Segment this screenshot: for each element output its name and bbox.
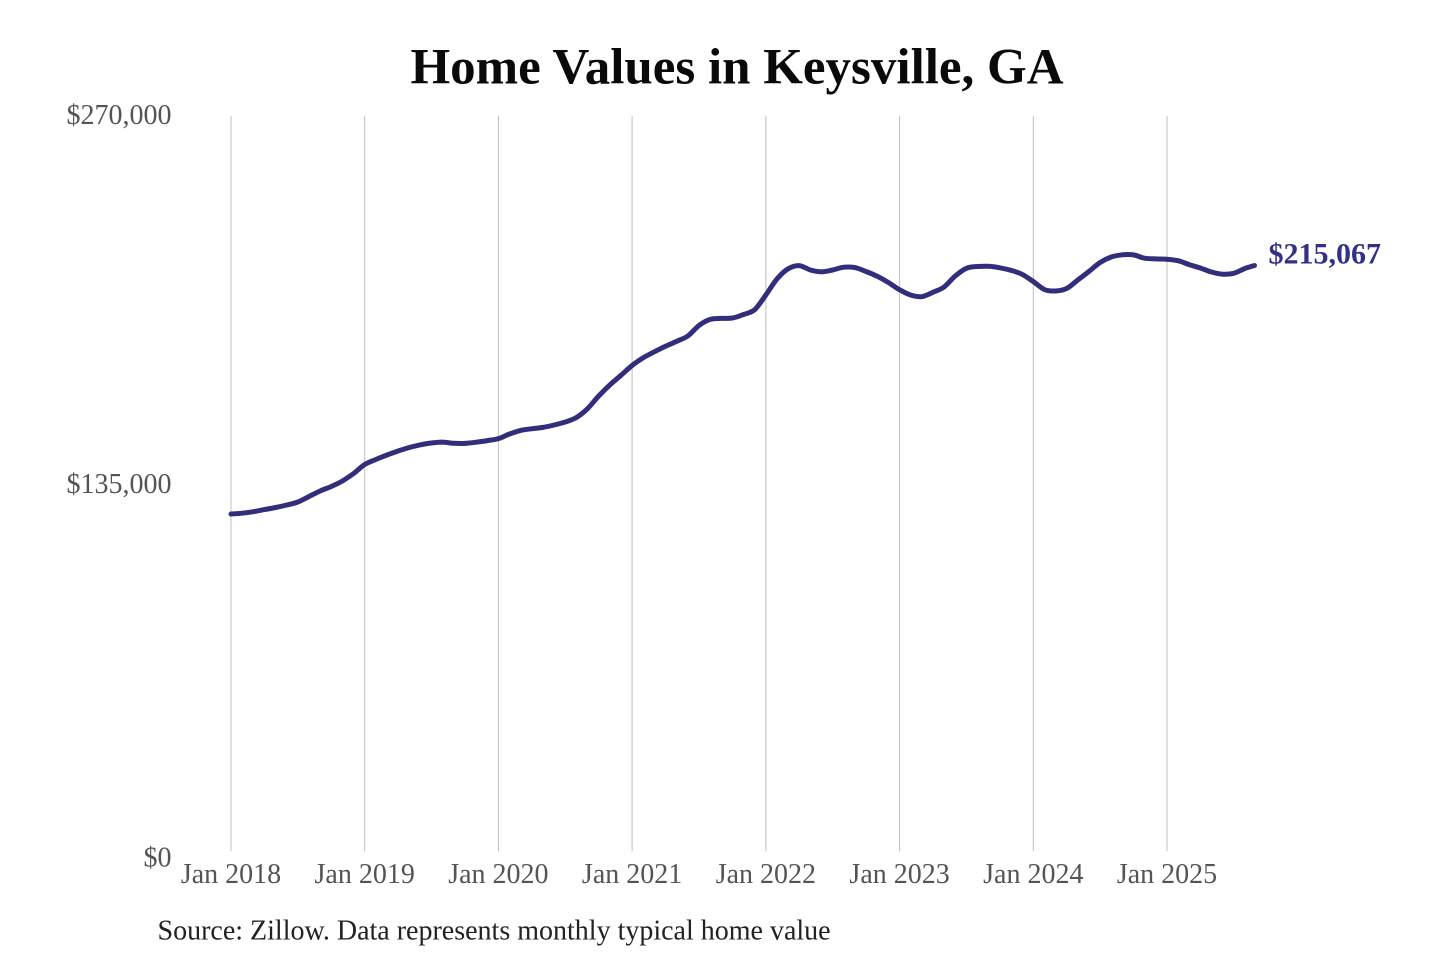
svg-text:$0: $0 xyxy=(144,843,172,874)
svg-text:Jan 2022: Jan 2022 xyxy=(716,859,816,890)
svg-text:Jan 2019: Jan 2019 xyxy=(315,859,415,890)
svg-text:Jan 2018: Jan 2018 xyxy=(181,859,281,890)
svg-text:Jan 2024: Jan 2024 xyxy=(983,859,1083,890)
svg-text:Jan 2020: Jan 2020 xyxy=(448,859,548,890)
svg-text:Jan 2021: Jan 2021 xyxy=(582,859,682,890)
svg-text:Source: Zillow. Data represent: Source: Zillow. Data represents monthly … xyxy=(158,916,831,947)
svg-text:$215,067: $215,067 xyxy=(1269,238,1382,271)
svg-text:Jan 2025: Jan 2025 xyxy=(1117,859,1217,890)
svg-text:Home Values in Keysville, GA: Home Values in Keysville, GA xyxy=(410,40,1063,96)
svg-text:Jan 2023: Jan 2023 xyxy=(849,859,949,890)
svg-text:$135,000: $135,000 xyxy=(67,469,172,500)
svg-text:$270,000: $270,000 xyxy=(67,100,172,131)
